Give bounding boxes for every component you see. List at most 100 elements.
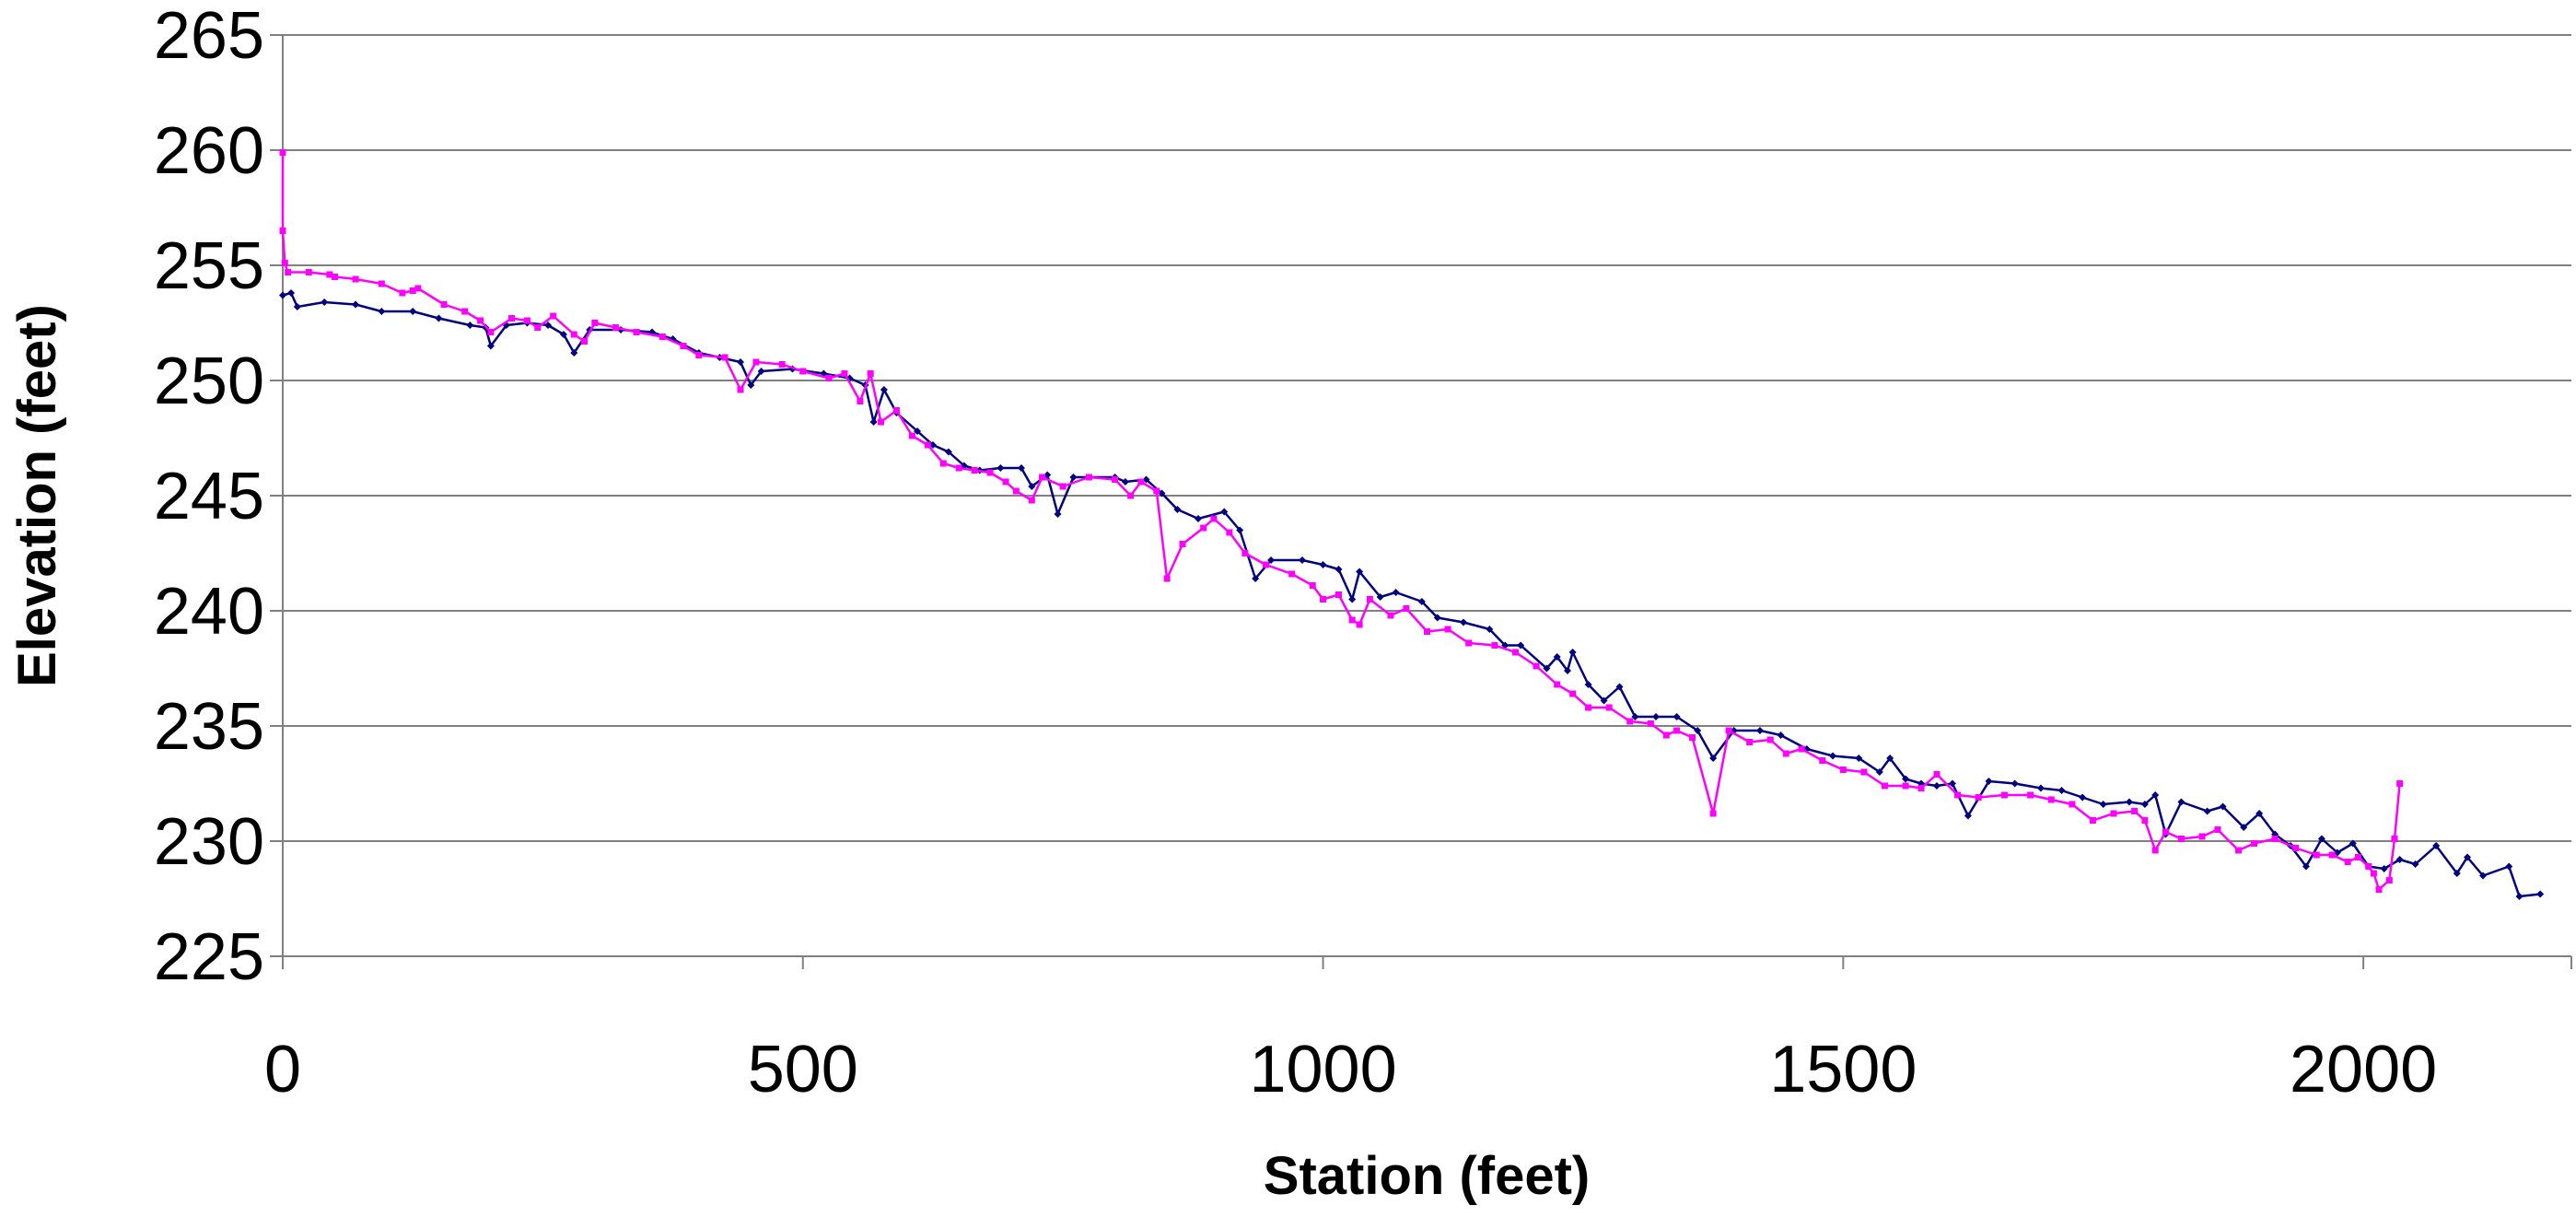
y-tick-label: 240 (154, 575, 264, 649)
data-point (1392, 589, 1400, 596)
data-point (971, 467, 978, 474)
data-point (2027, 791, 2034, 799)
data-point (1917, 785, 1925, 791)
data-point (752, 358, 760, 366)
data-point (825, 375, 833, 381)
data-point (1433, 614, 1441, 622)
data-point (1054, 510, 1062, 518)
data-point (633, 329, 640, 335)
data-point (2370, 870, 2377, 877)
data-point (466, 322, 474, 329)
y-tick-label: 230 (154, 805, 264, 879)
data-point (1028, 497, 1035, 504)
data-point (1662, 731, 1670, 739)
data-point (2036, 784, 2045, 792)
data-point (659, 334, 666, 340)
data-point (1875, 768, 1883, 776)
data-point (287, 289, 296, 297)
tick-labels: 225 230 235 240 245 250 255 260 265 0 500 1000 1500 2… (154, 0, 2437, 1106)
data-point (799, 368, 807, 375)
data-point (695, 352, 703, 358)
data-point (1335, 566, 1343, 573)
data-point (737, 358, 744, 366)
data-point (2411, 860, 2419, 868)
data-point (1262, 561, 1269, 568)
data-point (2344, 859, 2351, 865)
data-point (1444, 626, 1451, 633)
y-tick-label: 260 (154, 114, 264, 188)
data-point (279, 228, 286, 234)
data-point (1709, 810, 1717, 817)
data-point (928, 441, 937, 449)
data-point (2515, 893, 2524, 900)
data-point (1069, 474, 1078, 481)
data-point (559, 331, 567, 338)
data-point (1626, 718, 1634, 725)
y-tick-label: 225 (154, 920, 264, 994)
data-point (1782, 750, 1789, 757)
data-point (2453, 870, 2461, 877)
data-point (1694, 727, 1702, 734)
x-tick-label: 1500 (1769, 1033, 1917, 1106)
data-point (1902, 782, 1909, 790)
data-point (2255, 810, 2264, 817)
data-point (1200, 524, 1207, 532)
data-point (2380, 865, 2388, 872)
y-axis-title: Elevation (feet) (7, 304, 67, 687)
data-point (1417, 598, 1426, 605)
data-point (1902, 775, 1910, 783)
x-tick-label: 500 (748, 1033, 858, 1106)
data-point (2089, 817, 2096, 824)
data-point (1543, 664, 1551, 673)
data-point (2151, 847, 2159, 854)
data-point (1975, 794, 1982, 801)
data-point (591, 320, 599, 326)
data-point (305, 269, 312, 275)
data-point (1652, 713, 1660, 720)
data-point (1746, 739, 1754, 745)
data-point (867, 370, 874, 377)
data-point (1725, 727, 1732, 734)
data-point (747, 381, 755, 389)
data-point (1002, 478, 1009, 486)
data-point (534, 324, 542, 331)
data-point (508, 315, 515, 322)
data-point (1964, 812, 1972, 820)
data-point (2464, 853, 2472, 861)
data-point (1615, 683, 1624, 691)
data-point (1465, 639, 1473, 647)
data-point (1631, 713, 1639, 720)
data-point (1121, 478, 1129, 486)
data-point (1059, 483, 1067, 490)
data-point (2375, 886, 2383, 893)
data-point (914, 427, 922, 435)
data-point (1886, 755, 1894, 762)
data-point (1486, 626, 1494, 633)
data-point (477, 317, 484, 324)
series-1 (279, 289, 2545, 900)
data-point (2250, 840, 2257, 847)
data-point (2271, 836, 2279, 842)
data-point (1563, 667, 1571, 674)
data-point (1954, 791, 1962, 799)
data-point (2536, 890, 2545, 898)
data-point (2240, 824, 2248, 831)
data-point (2057, 787, 2066, 794)
data-point (2302, 862, 2310, 871)
data-point (1673, 727, 1681, 734)
data-point (1933, 771, 1941, 778)
data-point (1855, 755, 1863, 762)
data-point (2177, 836, 2185, 842)
data-point (1298, 556, 1306, 564)
data-point (281, 260, 288, 266)
data-point (1460, 618, 1468, 626)
data-point (2177, 798, 2186, 806)
data-point (2505, 862, 2513, 871)
data-point (1158, 489, 1166, 497)
data-point (440, 301, 448, 308)
data-point (2099, 801, 2107, 808)
data-point (1335, 591, 1342, 598)
data-point (544, 322, 553, 329)
data-point (2235, 847, 2243, 854)
